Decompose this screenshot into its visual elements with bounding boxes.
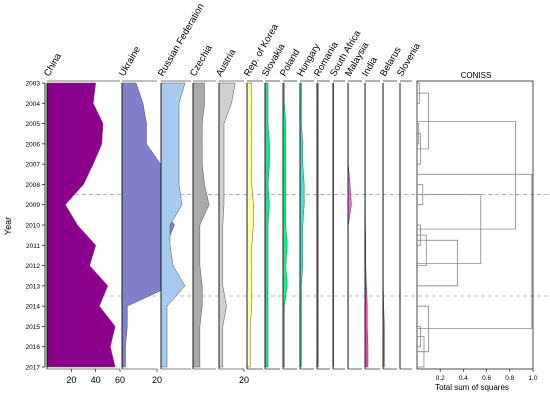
y-tick-label-2010: 2010 bbox=[26, 223, 41, 230]
panel-label-1: Ukraine bbox=[117, 45, 143, 79]
panel-area-12 bbox=[364, 82, 369, 368]
panel-12: India bbox=[360, 55, 380, 370]
y-tick-label-2003: 2003 bbox=[26, 81, 41, 88]
coniss-branch-13 bbox=[417, 173, 533, 329]
panel-label-14: Slovenia bbox=[395, 41, 423, 79]
coniss-tick-label-1: 0.4 bbox=[459, 375, 468, 382]
panel-area-5 bbox=[246, 82, 254, 368]
y-tick-label-2012: 2012 bbox=[26, 263, 41, 270]
y-tick-label-2017: 2017 bbox=[26, 365, 41, 372]
panel-area-6 bbox=[264, 82, 270, 368]
y-tick-label-2015: 2015 bbox=[26, 324, 41, 331]
coniss-tick-label-3: 0.8 bbox=[505, 375, 514, 382]
coniss-dendrogram: CONISS Total sum of squares 0.2 0.4 0.6 0.8… bbox=[416, 71, 538, 392]
panel-tick-label-0-1: 40 bbox=[91, 375, 101, 385]
panel-10: South Africa bbox=[328, 28, 364, 370]
coniss-tick-label-0: 0.2 bbox=[436, 375, 445, 382]
coniss-branch-12 bbox=[417, 305, 429, 353]
panel-label-3: Czechia bbox=[188, 43, 215, 79]
year-axis: 2003 2004 2005 2006 2007 2008 2009 2010 2011 2012… bbox=[26, 81, 46, 372]
panel-tick-label-0-2: 60 bbox=[115, 375, 125, 385]
coniss-branch-7 bbox=[417, 239, 458, 287]
coniss-tick-label-4: 1.0 bbox=[528, 375, 537, 382]
y-tick-label-2016: 2016 bbox=[26, 344, 41, 351]
y-tick-label-2011: 2011 bbox=[26, 243, 40, 250]
coniss-branch-9 bbox=[417, 121, 516, 230]
panel-area-4 bbox=[218, 82, 236, 368]
panel-label-0: China bbox=[42, 51, 64, 79]
panel-area-7 bbox=[282, 82, 288, 368]
y-tick-label-2008: 2008 bbox=[26, 182, 41, 189]
coniss-title: CONISS bbox=[461, 71, 492, 80]
coniss-branch-6 bbox=[417, 234, 427, 266]
y-tick-label-2004: 2004 bbox=[26, 101, 41, 108]
panel-7: Poland bbox=[278, 47, 302, 370]
coniss-xlabel: Total sum of squares bbox=[435, 383, 509, 392]
y-tick-label-2005: 2005 bbox=[26, 121, 41, 128]
panel-area-0 bbox=[46, 82, 116, 368]
panel-area-2 bbox=[160, 82, 186, 368]
coniss-branch-3 bbox=[417, 92, 429, 150]
panel-9: Romania bbox=[312, 39, 341, 370]
panel-3: Czechia bbox=[188, 43, 216, 370]
panel-area-3 bbox=[192, 82, 210, 368]
panel-area-11 bbox=[347, 82, 352, 368]
y-tick-label-2006: 2006 bbox=[26, 141, 41, 148]
y-tick-label-2014: 2014 bbox=[26, 304, 41, 311]
y-tick-label-2007: 2007 bbox=[26, 162, 41, 169]
y-tick-label-2009: 2009 bbox=[26, 202, 41, 209]
panel-tick-label-0-0: 20 bbox=[66, 375, 76, 385]
panel-4: 20 Austria bbox=[214, 47, 249, 385]
panel-0: 20 40 60 China bbox=[42, 51, 125, 385]
panel-label-4: Austria bbox=[214, 47, 239, 79]
panel-tick-label-1-0: 20 bbox=[152, 375, 162, 385]
panel-tick-label-4-0: 20 bbox=[239, 375, 249, 385]
coniss-tick-label-2: 0.6 bbox=[482, 375, 491, 382]
y-tick-label-2013: 2013 bbox=[26, 283, 41, 290]
panel-area-8 bbox=[299, 82, 305, 368]
y-axis-label: Year bbox=[3, 217, 13, 235]
